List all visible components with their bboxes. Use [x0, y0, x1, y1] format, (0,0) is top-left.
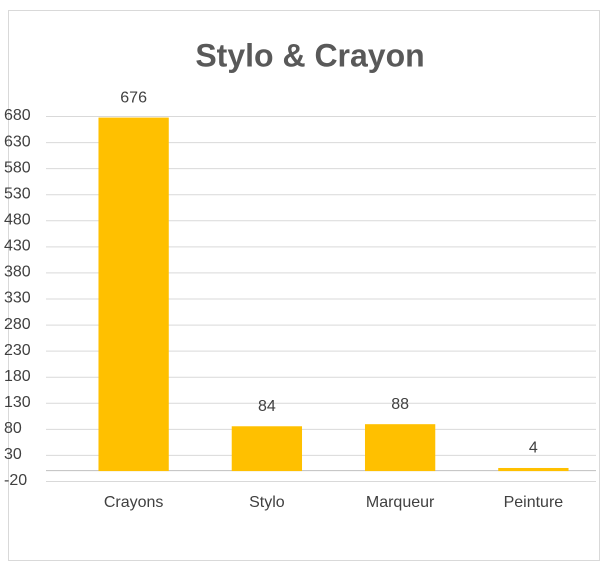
data-label: 676 [120, 89, 147, 106]
y-tick-label: -20 [4, 472, 27, 489]
chart-border [8, 10, 600, 561]
y-tick-label: 680 [4, 107, 31, 124]
data-label: 84 [258, 398, 276, 415]
y-tick-label: 80 [4, 420, 22, 437]
y-tick-label: 230 [4, 342, 31, 359]
y-tick-label: 630 [4, 133, 31, 150]
y-tick-label: 330 [4, 290, 31, 307]
chart-title: Stylo & Crayon [195, 37, 424, 73]
y-tick-label: 430 [4, 238, 31, 255]
bar [231, 426, 303, 472]
y-tick-label: 580 [4, 159, 31, 176]
y-tick-label: 30 [4, 446, 22, 463]
y-tick-label: 180 [4, 368, 31, 385]
x-tick-label: Marqueur [366, 494, 435, 511]
y-tick-label: 280 [4, 316, 31, 333]
bar [364, 424, 436, 472]
x-tick-label: Crayons [104, 494, 164, 511]
bar [98, 117, 169, 472]
data-label: 88 [391, 396, 409, 413]
y-tick-label: 480 [4, 212, 31, 229]
bar [498, 467, 569, 472]
y-tick-label: 130 [4, 394, 31, 411]
y-tick-label: 530 [4, 185, 31, 202]
data-label: 4 [529, 440, 538, 457]
x-tick-label: Stylo [249, 494, 285, 511]
y-tick-label: 380 [4, 264, 31, 281]
x-tick-label: Peinture [504, 494, 564, 511]
